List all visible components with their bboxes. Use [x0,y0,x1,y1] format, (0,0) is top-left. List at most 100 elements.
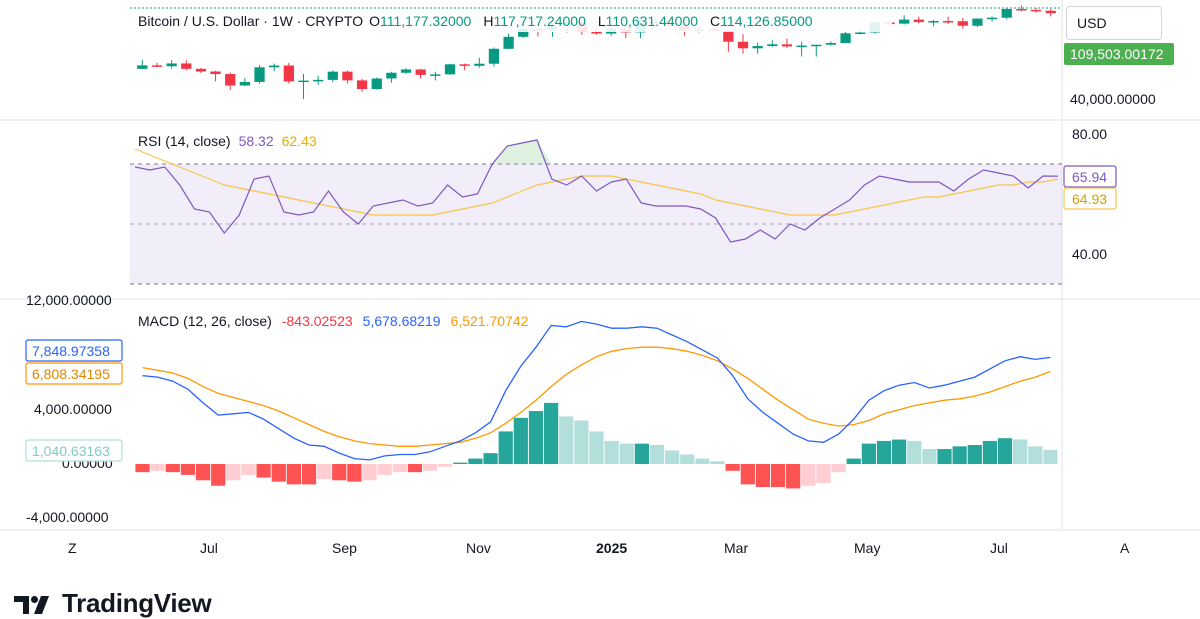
candle-body [781,44,793,47]
macd-histogram-bar [665,450,680,464]
macd-histogram-bar [892,439,907,464]
hist-badge [25,439,123,462]
candle-body [1016,8,1027,11]
macd-pane[interactable]: MACD (12, 26, close) -843.02523 5,678.6821… [25,292,1058,525]
macd-histogram-bar [165,464,180,473]
macd-histogram-bar [180,464,196,475]
candle-body [752,46,763,49]
tradingview-brand-text: TradingView [62,588,212,618]
legend-high-label: H [483,13,493,29]
macd-histogram-bar [922,449,937,464]
price-pane[interactable]: Bitcoin / U.S. Dollar · 1W · CRYPTO O111,… [130,5,1174,107]
macd-histogram-group [135,402,1058,489]
macd-histogram-bar [150,464,165,471]
macd-histogram-bar [332,464,347,481]
candle-body [972,18,983,26]
macd-histogram-bar [362,464,377,481]
candle-body [166,63,177,67]
macd-histogram-bar [1013,439,1028,464]
macd-legend: MACD (12, 26, close) -843.02523 5,678.6821… [138,313,529,329]
candle-body [239,81,251,86]
candle-body [737,41,749,49]
candle-body [1001,8,1012,18]
candle-body [723,30,734,42]
macd-histogram-bar [831,464,846,473]
macd-histogram-bar [407,464,423,473]
macd-histogram-bar [846,458,861,464]
candle-body [415,69,426,75]
macd-badge-value: 7,848.97358 [32,343,110,359]
time-axis-left-button[interactable]: Z [68,540,77,556]
rsi-badge-value: 65.94 [1072,169,1107,185]
macd-histogram-bar [574,420,589,464]
time-axis[interactable]: Z Jul Sep Nov 2025 Mar May Jul A [68,540,1130,556]
macd-histogram-bar [982,440,998,464]
macd-histogram-bar [226,464,241,481]
macd-histogram-bar [997,438,1013,464]
macd-histogram-bar [301,464,317,485]
candle-body [899,19,910,24]
macd-histogram-bar [483,453,498,464]
macd-histogram-bar [907,440,922,464]
time-label-mar: Mar [724,540,748,556]
macd-histogram-bar [498,431,513,464]
svg-text:Bitcoin / U.S. Dollar · 1W · C: Bitcoin / U.S. Dollar · 1W · CRYPTO O111,… [138,13,813,29]
signal-badge [25,362,123,385]
candle-body [298,80,309,83]
candle-body [342,71,353,81]
macd-histogram-bar [241,464,256,475]
time-label-nov: Nov [466,540,491,556]
candle-body [811,44,822,47]
candle-body [225,74,236,86]
legend-open: 111,177.32000 [380,13,472,29]
macd-histogram-bar [952,446,967,464]
macd-histogram-bar [211,464,226,486]
time-label-2025: 2025 [596,540,627,556]
macd-signal-line [142,346,1051,447]
macd-histogram-bar [453,462,468,464]
macd-histogram-bar [619,443,634,464]
tradingview-logo-icon [14,595,49,614]
candle-body [855,32,866,35]
rsi-pane[interactable]: RSI (14, close) 58.32 62.43 80.00 40.00 65… [130,126,1117,285]
candle-body [986,17,998,20]
current-price-label: 109,503.00172 [1070,46,1164,62]
candle-body [254,67,265,82]
macd-histogram-bar [876,440,892,464]
price-tick-40000: 40,000.00000 [1070,91,1156,107]
candle-body [400,69,412,73]
candle-body [1045,10,1056,14]
macd-histogram-bar [195,464,211,481]
currency-selector-button[interactable]: USD [1066,6,1162,40]
rsi-ma-badge-value: 64.93 [1072,191,1107,207]
candle-body [459,64,470,66]
candle-body [371,78,382,90]
candle-body [313,79,324,82]
time-axis-auto-button[interactable]: A [1120,540,1130,556]
candle-body [913,19,924,23]
price-legend: Bitcoin / U.S. Dollar · 1W · CRYPTO O111,… [132,10,892,32]
tradingview-logo[interactable]: TradingView [14,588,212,619]
signal-badge-value: 6,808.34195 [32,366,110,382]
candle-body [269,65,280,68]
macd-title: MACD (12, 26, close) [138,313,272,329]
candle-body [840,33,851,44]
time-label-jul-2024: Jul [200,540,218,556]
macd-histogram-bar [1043,449,1058,464]
candle-body [195,68,207,72]
candle-body [386,72,397,79]
candle-body [137,65,148,69]
macd-histogram-bar [528,411,544,464]
candle-body [591,31,602,34]
macd-histogram-bar [135,464,150,473]
candle-body [474,63,485,66]
rsi-line [134,139,1059,243]
macd-histogram-bar [604,440,619,464]
macd-histogram-bar [967,444,982,464]
macd-histogram-bar [513,417,528,464]
time-label-may: May [854,540,880,556]
macd-histogram-bar [392,464,407,473]
rsi-ma-badge [1063,187,1117,210]
macd-histogram-bar [438,464,453,467]
